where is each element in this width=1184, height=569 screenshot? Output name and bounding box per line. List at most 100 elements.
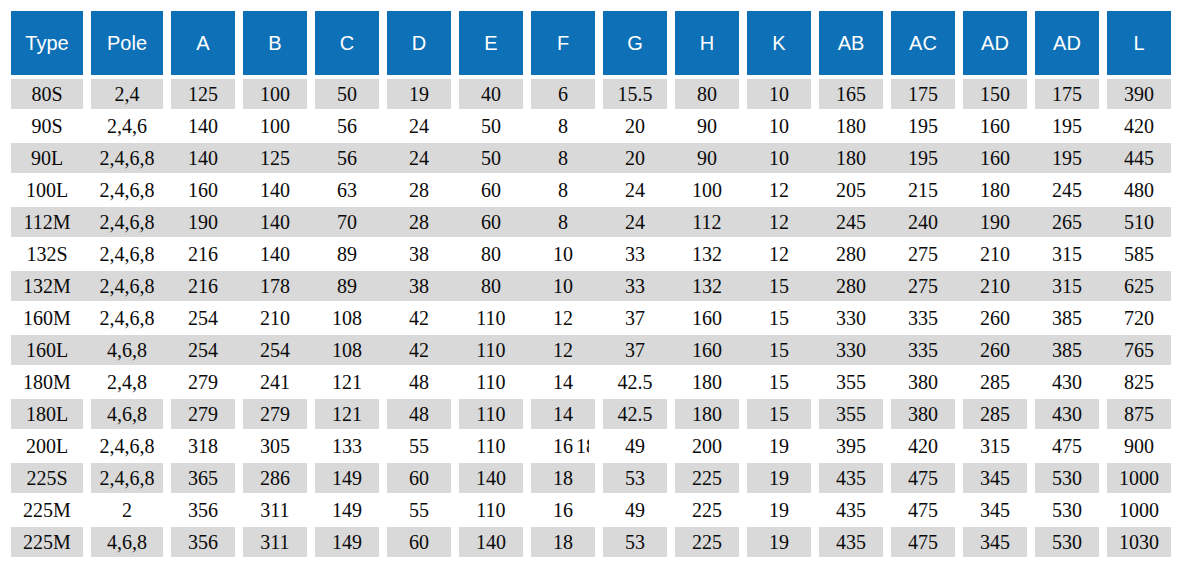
table-cell: 530 [1035,495,1099,525]
table-cell: 12 [747,239,811,269]
table-cell: 205 [819,175,883,205]
table-cell: 10 [747,143,811,173]
table-cell: 160 [963,143,1027,173]
table-cell: 356 [171,527,235,557]
table-cell: 195 [1035,111,1099,141]
type-cell: 132M [11,271,83,301]
table-cell: 63 [315,175,379,205]
table-row: 180L4,6,8279279121481101442.518015355380… [11,399,1171,429]
table-cell: 180 [819,143,883,173]
table-cell: 254 [243,335,307,365]
table-cell: 108 [315,303,379,333]
table-cell: 345 [963,495,1027,525]
table-cell: 15 [747,399,811,429]
table-cell: 385 [1035,303,1099,333]
table-row: 225M235631114955110164922519435475345530… [11,495,1171,525]
table-cell: 110 [459,431,523,461]
type-cell: 132S [11,239,83,269]
table-cell: 335 [891,303,955,333]
table-cell: 380 [891,367,955,397]
column-header: AC [891,11,955,75]
table-cell: 110 [459,303,523,333]
table-cell: 24 [603,207,667,237]
table-cell: 445 [1107,143,1171,173]
table-cell: 335 [891,335,955,365]
table-cell: 12 [747,207,811,237]
type-cell: 180L [11,399,83,429]
table-cell: 254 [171,335,235,365]
table-cell: 279 [171,399,235,429]
type-cell: 90S [11,111,83,141]
table-cell: 121 [315,399,379,429]
table-cell: 175 [891,79,955,109]
table-cell: 6 [531,79,595,109]
table-cell: 100 [243,111,307,141]
table-cell: 195 [891,111,955,141]
table-cell: 365 [171,463,235,493]
table-cell: 42 [387,303,451,333]
table-cell: 210 [963,271,1027,301]
table-row: 225M4,6,83563111496014018532251943547534… [11,527,1171,557]
table-cell: 53 [603,463,667,493]
table-cell: 245 [819,207,883,237]
table-cell: 180 [675,367,739,397]
table-cell: 2 [91,495,163,525]
table-cell: 330 [819,303,883,333]
table-cell: 825 [1107,367,1171,397]
table-cell: 80 [675,79,739,109]
table-cell: 50 [459,111,523,141]
table-cell: 585 [1107,239,1171,269]
table-cell: 390 [1107,79,1171,109]
table-cell: 385 [1035,335,1099,365]
table-cell: 216 [171,271,235,301]
table-cell: 2,4,8 [91,367,163,397]
type-cell: 225M [11,495,83,525]
table-cell: 12 [531,303,595,333]
table-cell: 530 [1035,527,1099,557]
table-cell: 89 [315,271,379,301]
table-cell: 18 [531,527,595,557]
table-cell: 10 [747,79,811,109]
table-cell: 245 [1035,175,1099,205]
table-cell: 318 [171,431,235,461]
table-cell: 315 [963,431,1027,461]
table-cell: 38 [387,271,451,301]
table-cell: 80 [459,271,523,301]
table-cell: 280 [819,271,883,301]
table-cell: 24 [387,143,451,173]
table-row: 80S2,4125100501940615.580101651751501753… [11,79,1171,109]
table-cell: 240 [891,207,955,237]
table-cell: 19 [747,431,811,461]
table-cell: 315 [1035,239,1099,269]
table-cell: 15.5 [603,79,667,109]
table-cell: 195 [1035,143,1099,173]
table-cell: 8 [531,175,595,205]
table-cell: 475 [1035,431,1099,461]
table-cell: 275 [891,239,955,269]
table-cell: 24 [603,175,667,205]
type-cell: 225M [11,527,83,557]
table-row: 180M2,4,8279241121481101442.518015355380… [11,367,1171,397]
table-cell: 2,4,6,8 [91,143,163,173]
table-cell: 110 [459,367,523,397]
table-cell: 49 [603,495,667,525]
table-cell: 279 [243,399,307,429]
table-cell: 435 [819,527,883,557]
table-cell: 60 [459,175,523,205]
table-cell: 19 [387,79,451,109]
table-cell: 225 [675,527,739,557]
table-cell: 15 [747,335,811,365]
table-cell: 190 [171,207,235,237]
table-cell: 2,4,6,8 [91,431,163,461]
table-cell: 8 [531,207,595,237]
table-cell: 100 [243,79,307,109]
table-cell: 475 [891,463,955,493]
type-cell: 160L [11,335,83,365]
table-cell: 49 [603,431,667,461]
table-cell: 345 [963,527,1027,557]
type-cell: 80S [11,79,83,109]
table-cell: 530 [1035,463,1099,493]
table-cell: 2,4,6,8 [91,303,163,333]
table-cell: 37 [603,335,667,365]
column-header: AD [963,11,1027,75]
